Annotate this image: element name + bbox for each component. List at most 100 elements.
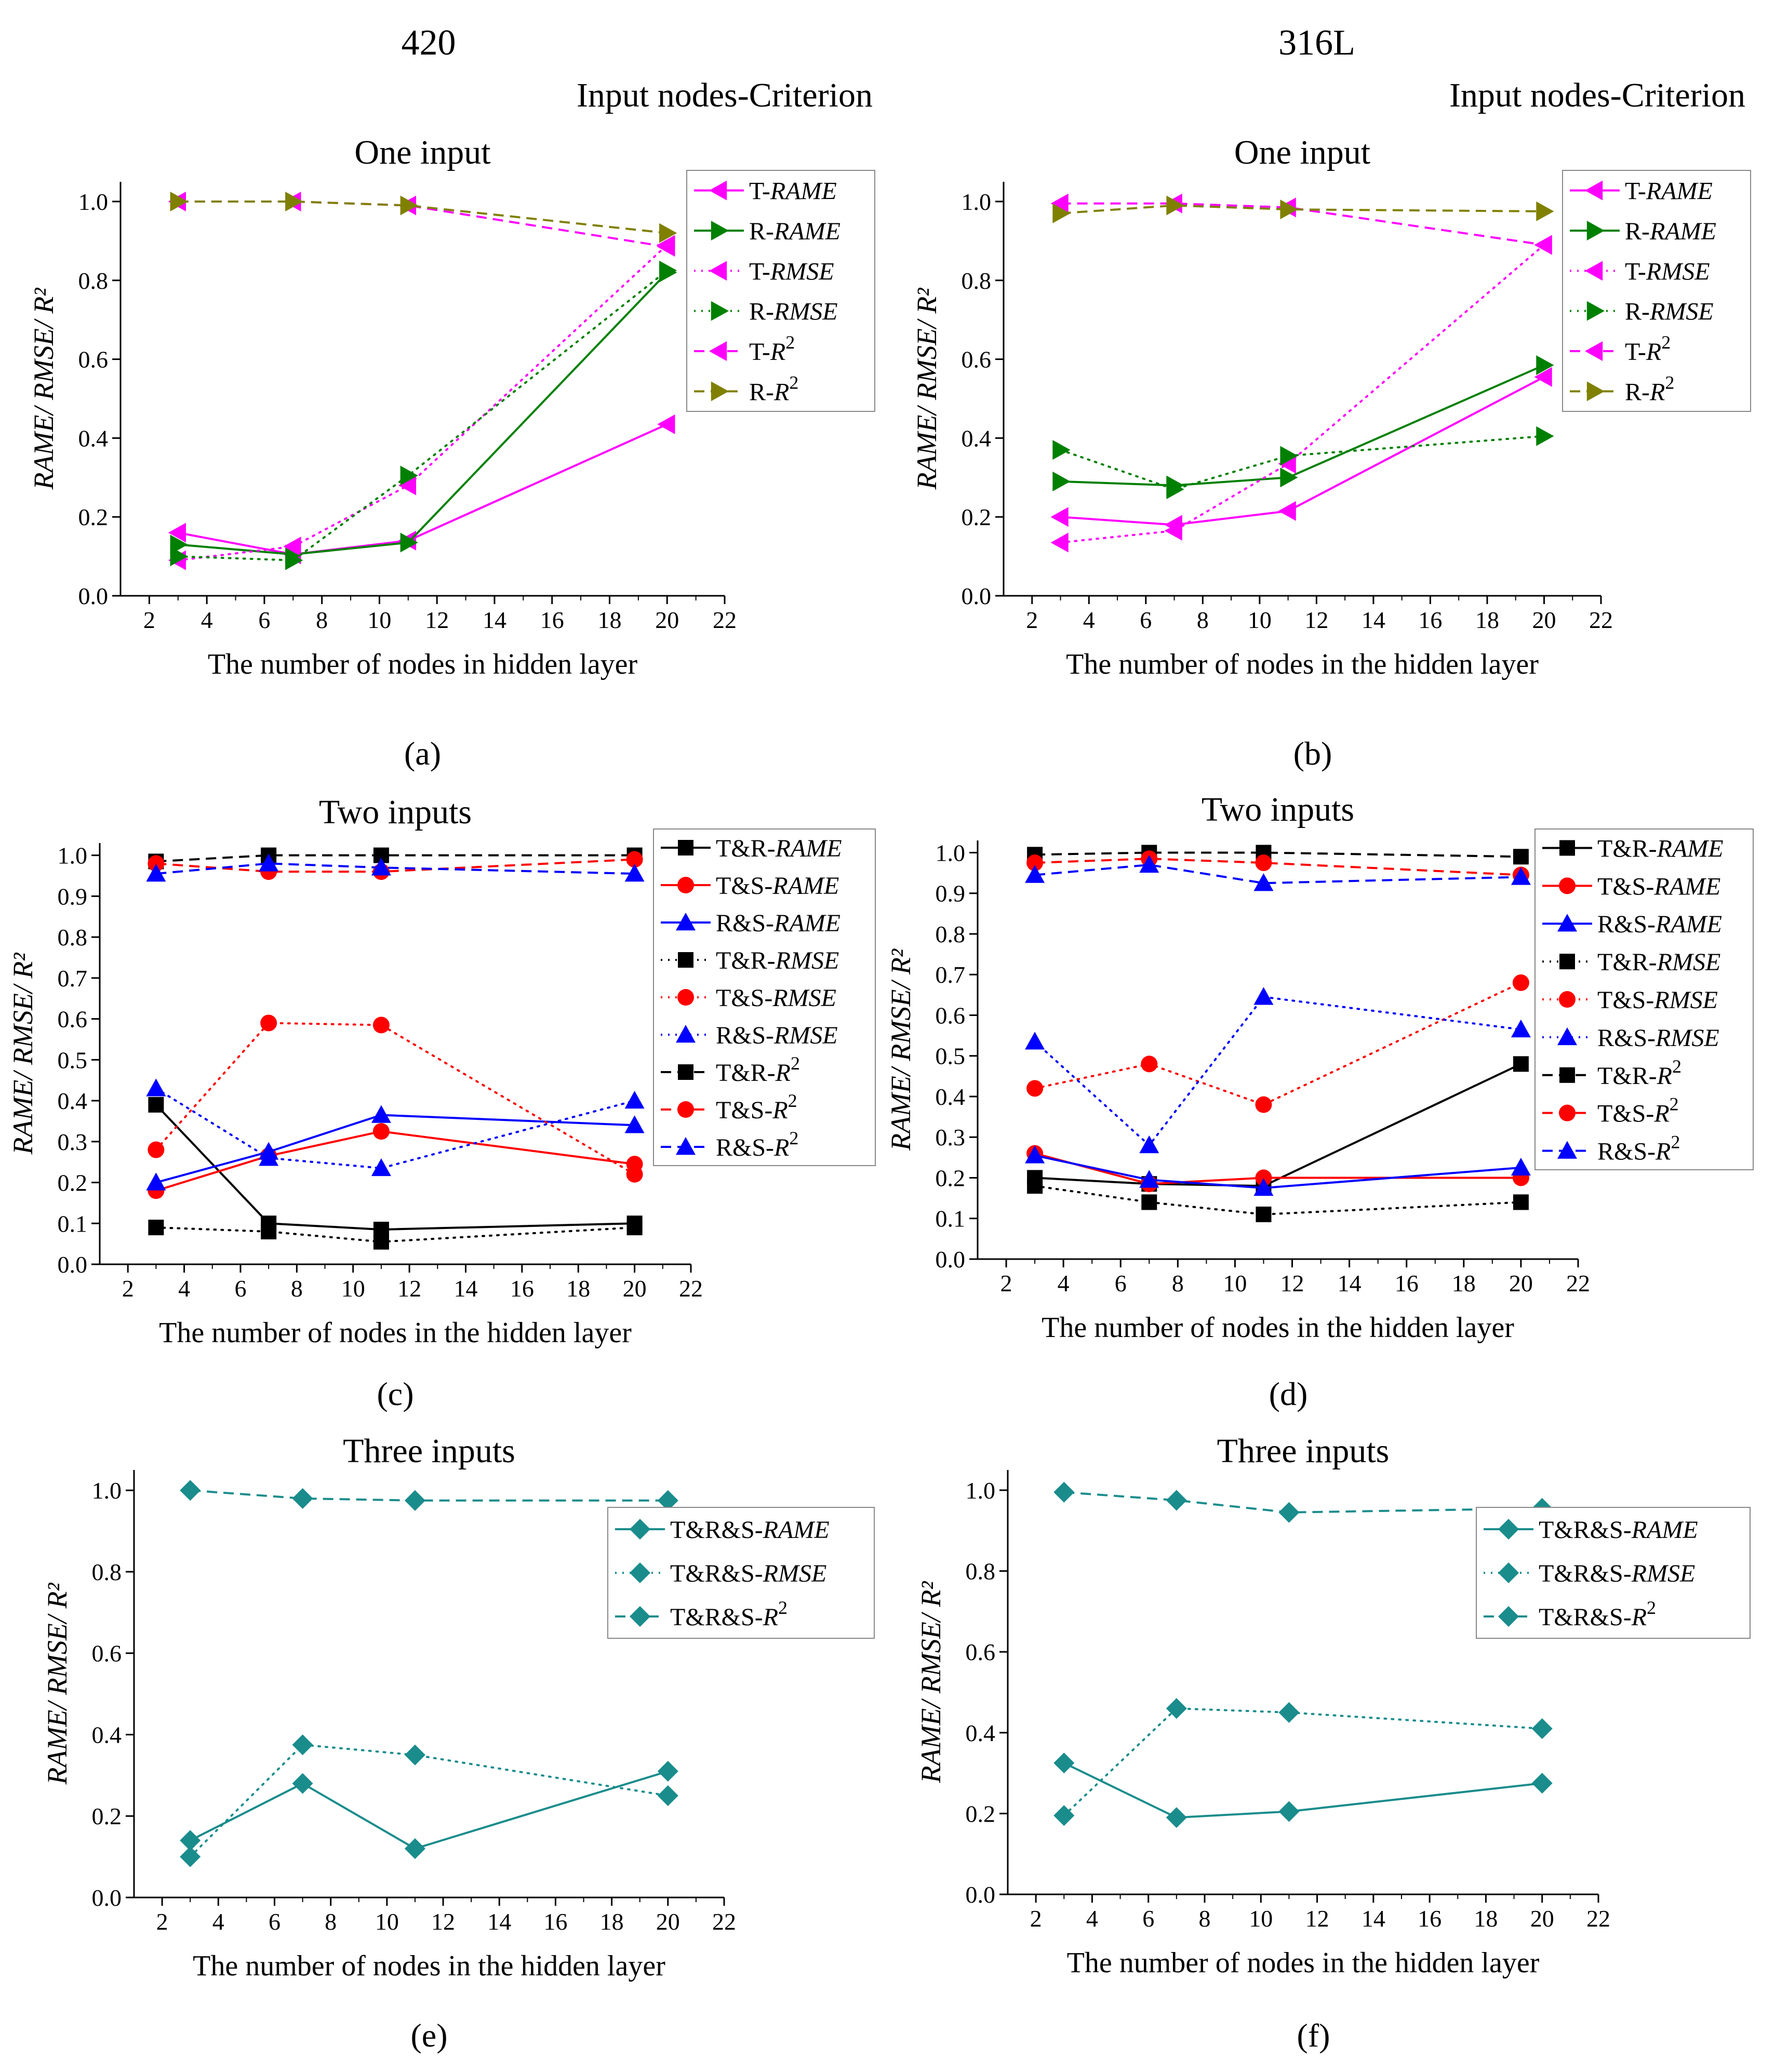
data-point bbox=[404, 1838, 425, 1859]
series-line-rs-rame bbox=[155, 1114, 635, 1184]
x-tick-label: 8 bbox=[1172, 1270, 1184, 1296]
data-point bbox=[180, 1480, 201, 1501]
legend-marker bbox=[1585, 261, 1603, 281]
data-point bbox=[1141, 1055, 1158, 1073]
data-point bbox=[146, 864, 166, 882]
chart-title: Two inputs bbox=[1202, 791, 1354, 828]
x-tick-label: 10 bbox=[1249, 1905, 1273, 1932]
series-line-t-r2 bbox=[1060, 202, 1544, 246]
data-point bbox=[1536, 355, 1554, 375]
legend-label: R-RAME bbox=[1625, 218, 1716, 245]
legend-label: R-R2 bbox=[1625, 372, 1674, 406]
x-tick-label: 8 bbox=[1197, 607, 1209, 633]
series-line-rs-rmse bbox=[1034, 996, 1522, 1147]
x-tick-label: 10 bbox=[341, 1275, 365, 1302]
data-point bbox=[1511, 867, 1531, 885]
y-tick-label: 0.9 bbox=[936, 880, 966, 907]
chart-title: One input bbox=[1234, 133, 1370, 171]
legend-label: T&R-RAME bbox=[716, 835, 842, 862]
legend-label: T-RMSE bbox=[749, 258, 834, 285]
data-point bbox=[1166, 479, 1184, 500]
x-tick-label: 14 bbox=[453, 1275, 477, 1302]
data-point bbox=[1166, 195, 1184, 216]
y-axis-label: RAME/ RMSE/ R² bbox=[7, 953, 38, 1155]
data-point bbox=[1052, 471, 1071, 491]
legend-marker bbox=[1559, 840, 1575, 856]
panel-label: (d) bbox=[1269, 1375, 1308, 1412]
data-point bbox=[1256, 1206, 1272, 1222]
legend-marker bbox=[676, 1025, 696, 1043]
legend-label: T&R&S-RMSE bbox=[670, 1560, 826, 1587]
data-point bbox=[148, 1141, 165, 1158]
data-point bbox=[657, 237, 675, 257]
x-tick-label: 12 bbox=[397, 1275, 421, 1302]
x-tick-label: 20 bbox=[1532, 607, 1556, 633]
data-point bbox=[146, 1078, 166, 1097]
y-tick-label: 0.0 bbox=[962, 583, 992, 609]
data-point bbox=[1050, 532, 1069, 553]
data-point bbox=[1536, 426, 1554, 446]
legend-label: R&S-RAME bbox=[716, 910, 840, 937]
data-point bbox=[1026, 854, 1044, 872]
data-point bbox=[372, 1017, 390, 1034]
y-tick-label: 1.0 bbox=[92, 1477, 122, 1504]
x-tick-label: 8 bbox=[291, 1275, 303, 1302]
legend-label: R&S-RMSE bbox=[1597, 1024, 1719, 1052]
data-point bbox=[1164, 520, 1182, 541]
legend-label: T&R-RMSE bbox=[1597, 948, 1720, 976]
data-point bbox=[371, 858, 391, 876]
x-tick-label: 14 bbox=[487, 1908, 511, 1935]
x-tick-label: 20 bbox=[1530, 1905, 1554, 1932]
data-point bbox=[180, 1830, 201, 1851]
y-axis-label: RAME/ RMSE/ R² bbox=[885, 948, 916, 1151]
data-point bbox=[1025, 1032, 1045, 1050]
legend-label: R-R2 bbox=[749, 372, 798, 406]
y-tick-label: 0.4 bbox=[58, 1088, 88, 1114]
y-tick-label: 0.1 bbox=[936, 1206, 966, 1232]
x-tick-label: 20 bbox=[1509, 1270, 1533, 1296]
legend-marker bbox=[709, 341, 727, 361]
criterion-label: Input nodes-Criterion bbox=[1449, 76, 1745, 114]
legend-marker bbox=[1559, 954, 1575, 970]
chart-panel-a: One input Input nodes-Criterion 2 4 6 8 10 12 14… bbox=[28, 76, 875, 772]
data-point bbox=[260, 1014, 277, 1032]
legend-label: T&S-RAME bbox=[1597, 873, 1720, 900]
x-tick-label: 2 bbox=[1000, 1270, 1012, 1296]
data-point bbox=[371, 1158, 391, 1177]
legend-label: T&S-RMSE bbox=[716, 984, 836, 1012]
x-tick-label: 20 bbox=[656, 1908, 680, 1935]
legend-label: T&R-R2 bbox=[1597, 1056, 1681, 1090]
y-tick-label: 0.2 bbox=[962, 504, 992, 530]
data-point bbox=[657, 1761, 678, 1782]
legend-label: T&S-R2 bbox=[1597, 1094, 1679, 1128]
legend-label: R-RMSE bbox=[749, 298, 838, 326]
y-axis-label: RAME/ RMSE/ R² bbox=[28, 288, 59, 490]
series-line-ts-r2 bbox=[1035, 858, 1521, 876]
legend-marker bbox=[1557, 914, 1577, 932]
y-tick-label: 0.2 bbox=[58, 1170, 88, 1196]
y-tick-label: 0.0 bbox=[92, 1884, 122, 1911]
x-tick-label: 4 bbox=[212, 1908, 224, 1935]
legend-label: R-RMSE bbox=[1625, 298, 1714, 326]
data-point bbox=[1166, 1490, 1187, 1511]
x-axis-label: The number of nodes in the hidden layer bbox=[159, 1317, 632, 1349]
column-header-420: 420 bbox=[402, 23, 456, 63]
data-point bbox=[624, 1091, 645, 1109]
data-point bbox=[146, 1172, 166, 1191]
y-axis-label: RAME/ RMSE/ R² bbox=[915, 1581, 946, 1784]
x-tick-label: 2 bbox=[143, 607, 155, 633]
x-axis-label: The number of nodes in the hidden layer bbox=[193, 1950, 665, 1982]
data-point bbox=[1280, 199, 1298, 220]
x-tick-label: 12 bbox=[1304, 607, 1328, 633]
x-tick-label: 18 bbox=[1452, 1270, 1476, 1296]
x-tick-label: 18 bbox=[1475, 607, 1499, 633]
x-tick-label: 4 bbox=[201, 607, 213, 633]
data-point bbox=[1278, 1702, 1300, 1723]
data-point bbox=[373, 1234, 389, 1250]
legend-marker bbox=[630, 1606, 650, 1627]
data-point bbox=[1280, 446, 1298, 466]
series-line-ts-rame bbox=[155, 1130, 635, 1192]
data-point bbox=[170, 546, 188, 567]
data-point bbox=[398, 475, 417, 496]
series-line-rs-r2 bbox=[1034, 863, 1521, 885]
